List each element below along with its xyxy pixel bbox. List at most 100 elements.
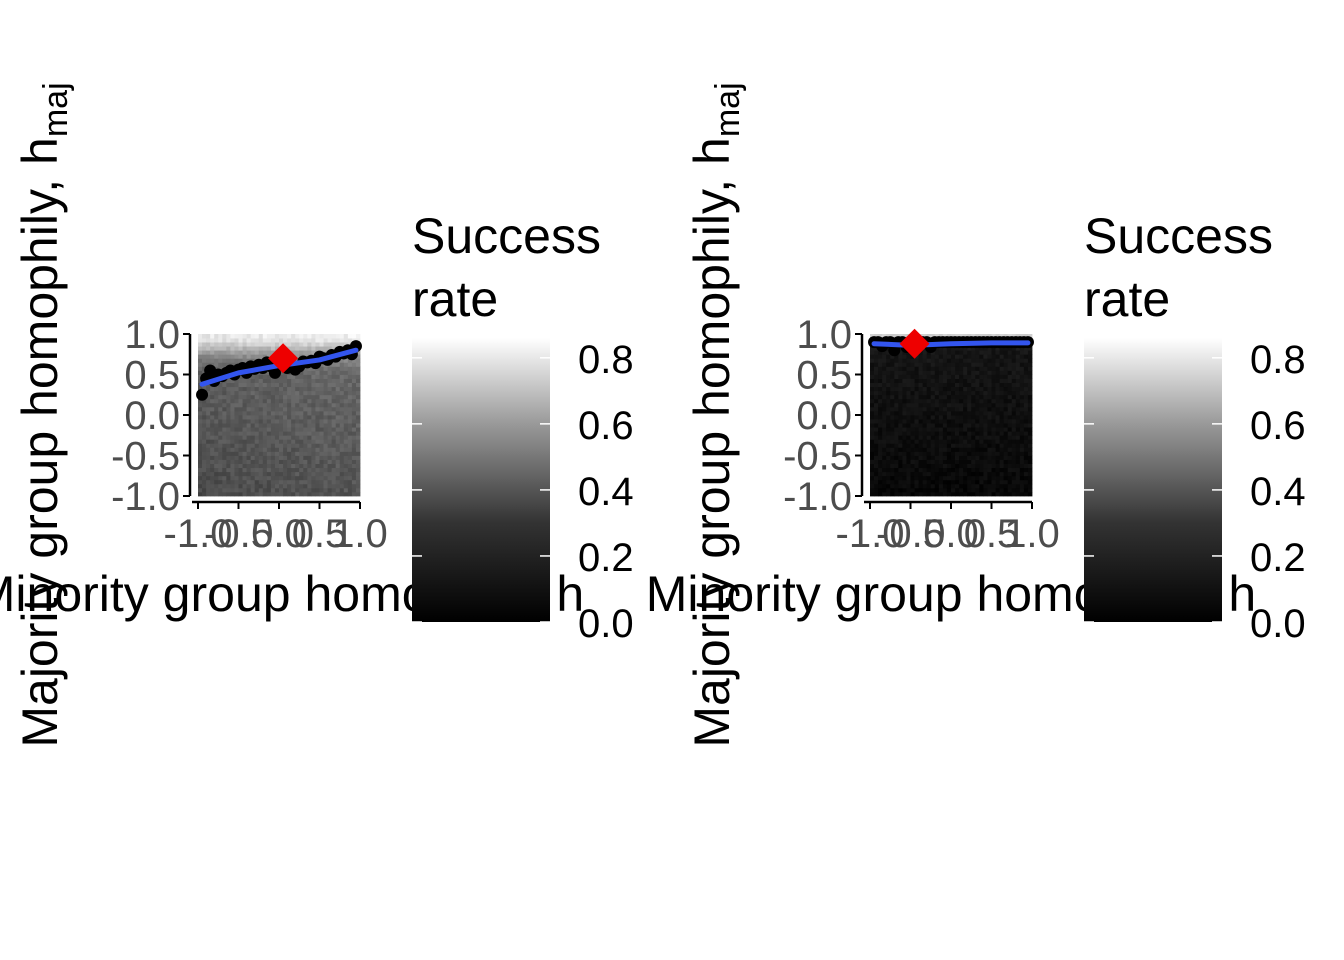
heatmap-cell xyxy=(1003,334,1009,339)
heatmap-cell xyxy=(959,451,964,456)
heatmap-cell xyxy=(951,350,956,355)
heatmap-cell xyxy=(210,386,215,392)
heatmap-cell xyxy=(206,451,211,456)
heatmap-cell xyxy=(918,427,924,432)
heatmap-cell xyxy=(987,415,992,420)
heatmap-cell xyxy=(914,386,919,392)
heatmap-cell xyxy=(874,423,879,428)
heatmap-cell xyxy=(214,463,219,469)
heatmap-cell xyxy=(910,419,915,424)
heatmap-cell xyxy=(971,358,976,363)
heatmap-cell xyxy=(270,398,276,404)
heatmap-cell xyxy=(967,406,972,412)
heatmap-cell xyxy=(1011,398,1017,404)
heatmap-cell xyxy=(299,427,304,432)
heatmap-cell xyxy=(951,427,956,432)
heatmap-cell xyxy=(959,394,964,400)
heatmap-cell xyxy=(946,346,952,351)
heatmap-cell xyxy=(303,419,308,424)
heatmap-cell xyxy=(1023,427,1029,432)
heatmap-cell xyxy=(214,471,219,477)
heatmap-cell xyxy=(1003,491,1009,497)
heatmap-cell xyxy=(934,419,940,424)
heatmap-cell xyxy=(198,467,203,473)
heatmap-cell xyxy=(898,479,903,485)
heatmap-cell xyxy=(955,423,960,428)
heatmap-cell xyxy=(918,423,924,428)
heatmap-cell xyxy=(1011,463,1017,469)
heatmap-cell xyxy=(874,443,879,448)
heatmap-cell xyxy=(335,382,341,388)
heatmap-cell xyxy=(254,479,260,485)
heatmap-cell xyxy=(295,435,300,440)
heatmap-cell xyxy=(270,338,276,343)
heatmap-cell xyxy=(922,491,928,497)
heatmap-cell xyxy=(914,459,919,464)
heatmap-cell xyxy=(1011,491,1017,497)
heatmap-cell xyxy=(206,455,211,460)
heatmap-cell xyxy=(987,459,992,464)
heatmap-cell xyxy=(307,423,312,428)
heatmap-cell xyxy=(922,382,928,388)
heatmap-cell xyxy=(930,467,936,473)
heatmap-cell xyxy=(987,402,992,408)
heatmap-cell xyxy=(250,334,256,339)
heatmap-cell xyxy=(910,402,915,408)
heatmap-cell xyxy=(335,487,341,493)
heatmap-cell xyxy=(258,447,264,452)
heatmap-cell xyxy=(906,366,911,371)
heatmap-cell xyxy=(198,451,203,456)
heatmap-cell xyxy=(1023,471,1029,477)
heatmap-cell xyxy=(246,378,252,383)
heatmap-cell xyxy=(222,479,227,485)
heatmap-cell xyxy=(238,491,243,497)
heatmap-cell xyxy=(975,374,980,379)
heatmap-cell xyxy=(246,487,252,493)
heatmap-cell xyxy=(882,378,887,383)
heatmap-cell xyxy=(226,350,231,355)
heatmap-cell xyxy=(279,386,284,392)
heatmap-cell xyxy=(210,354,215,359)
heatmap-cell xyxy=(914,358,919,363)
heatmap-cell xyxy=(878,431,883,436)
heatmap-cell xyxy=(930,402,936,408)
heatmap-cell xyxy=(295,338,300,343)
heatmap-cell xyxy=(250,447,256,452)
heatmap-cell xyxy=(355,491,361,497)
heatmap-cell xyxy=(1027,455,1033,460)
heatmap-cell xyxy=(307,419,312,424)
heatmap-cell xyxy=(894,475,899,481)
heatmap-cell xyxy=(987,366,992,371)
heatmap-cell xyxy=(311,402,316,408)
heatmap-cell xyxy=(347,459,353,464)
heatmap-cell xyxy=(307,451,312,456)
heatmap-cell xyxy=(946,366,952,371)
heatmap-cell xyxy=(934,455,940,460)
heatmap-cell xyxy=(886,435,891,440)
heatmap-cell xyxy=(327,410,333,416)
heatmap-cell xyxy=(1007,382,1013,388)
heatmap-cell xyxy=(291,378,296,383)
heatmap-cell xyxy=(303,342,308,347)
heatmap-cell xyxy=(234,487,239,493)
heatmap-cell xyxy=(886,471,891,477)
heatmap-cell xyxy=(202,423,207,428)
heatmap-cell xyxy=(210,390,215,396)
heatmap-cell xyxy=(959,443,964,448)
heatmap-cell xyxy=(198,471,203,477)
heatmap-cell xyxy=(1023,358,1029,363)
heatmap-cell xyxy=(975,358,980,363)
heatmap-cell xyxy=(959,491,964,497)
heatmap-cell xyxy=(1019,370,1025,375)
heatmap-cell xyxy=(234,334,239,339)
heatmap-cell xyxy=(898,467,903,473)
heatmap-cell xyxy=(242,398,247,404)
heatmap-cell xyxy=(355,382,361,388)
heatmap-cell xyxy=(922,415,928,420)
heatmap-cell xyxy=(295,431,300,436)
heatmap-cell xyxy=(266,374,272,379)
heatmap-cell xyxy=(951,370,956,375)
heatmap-cell xyxy=(1027,443,1033,448)
heatmap-cell xyxy=(987,362,992,367)
heatmap-cell xyxy=(975,419,980,424)
